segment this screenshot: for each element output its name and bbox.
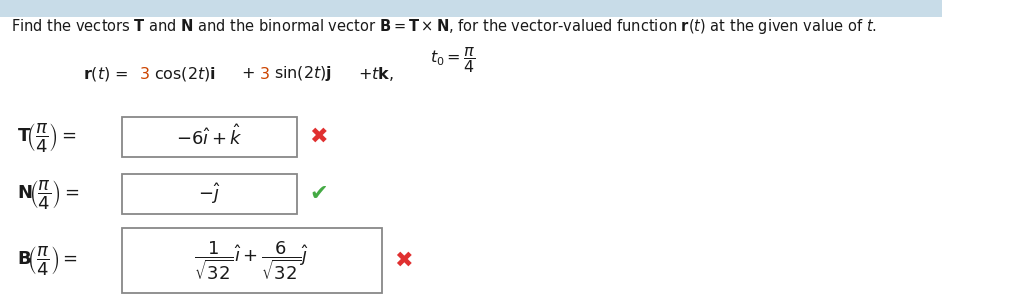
FancyBboxPatch shape <box>123 117 297 157</box>
Text: $\mathbf{T}\!\left(\dfrac{\pi}{4}\right) =$: $\mathbf{T}\!\left(\dfrac{\pi}{4}\right)… <box>17 120 77 154</box>
Text: $-\hat{\jmath}$: $-\hat{\jmath}$ <box>198 182 221 206</box>
Text: $\mathbf{r}(t)$ =: $\mathbf{r}(t)$ = <box>83 65 130 83</box>
FancyBboxPatch shape <box>123 228 382 293</box>
Text: $+$: $+$ <box>242 67 255 81</box>
Text: ✖: ✖ <box>394 250 413 270</box>
Text: ✖: ✖ <box>309 127 328 147</box>
Text: $3$: $3$ <box>259 66 270 82</box>
Text: $t_0 = \dfrac{\pi}{4}$: $t_0 = \dfrac{\pi}{4}$ <box>429 45 475 75</box>
Text: ✔: ✔ <box>309 184 328 204</box>
Text: Find the vectors $\mathbf{T}$ and $\mathbf{N}$ and the binormal vector $\mathbf{: Find the vectors $\mathbf{T}$ and $\math… <box>11 17 878 36</box>
FancyBboxPatch shape <box>0 0 942 17</box>
Text: $\mathrm{sin}(2t)\mathbf{j}$: $\mathrm{sin}(2t)\mathbf{j}$ <box>274 64 332 83</box>
Text: $\mathbf{B}\!\left(\dfrac{\pi}{4}\right) =$: $\mathbf{B}\!\left(\dfrac{\pi}{4}\right)… <box>17 244 78 277</box>
FancyBboxPatch shape <box>123 174 297 214</box>
Text: $+ t\mathbf{k},$: $+ t\mathbf{k},$ <box>358 65 394 83</box>
Text: $\dfrac{1}{\sqrt{32}}\hat{\imath} + \dfrac{6}{\sqrt{32}}\hat{\jmath}$: $\dfrac{1}{\sqrt{32}}\hat{\imath} + \dfr… <box>195 239 309 282</box>
Text: $\mathbf{N}\!\left(\dfrac{\pi}{4}\right) =$: $\mathbf{N}\!\left(\dfrac{\pi}{4}\right)… <box>17 177 79 211</box>
Text: $\mathrm{cos}(2t)\mathbf{i}$: $\mathrm{cos}(2t)\mathbf{i}$ <box>155 65 216 83</box>
Text: $3$: $3$ <box>139 66 151 82</box>
Text: $-6\hat{\imath} + \hat{k}$: $-6\hat{\imath} + \hat{k}$ <box>176 125 243 149</box>
